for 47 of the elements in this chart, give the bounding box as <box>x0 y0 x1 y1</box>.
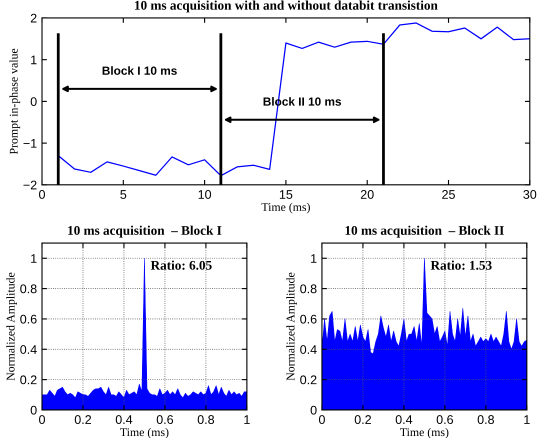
x-tick-label: 0.4 <box>116 415 132 424</box>
y-tick-label: 2 <box>30 14 37 22</box>
y-axis-title: Normalized Amplitude <box>6 272 17 380</box>
x-tick-label: 0.6 <box>156 415 174 424</box>
annotation: Block I 10 ms <box>102 66 177 75</box>
x-tick-label: 0.8 <box>198 415 214 424</box>
annotation: Ratio: 6.05 <box>150 260 212 270</box>
y-tick-label: 0.2 <box>300 375 316 384</box>
y-tick-label: 1 <box>31 56 37 64</box>
y-tick-label: 0.8 <box>300 284 317 294</box>
x-tick-label: 0.8 <box>478 415 494 424</box>
x-tick-label: 0.2 <box>74 415 92 424</box>
x-tick-label: 0 <box>39 415 45 424</box>
y-tick-label: 1 <box>311 254 316 263</box>
y-tick-label: 0.8 <box>20 284 37 294</box>
x-tick-label: 5 <box>120 190 126 199</box>
x-tick-label: 25 <box>442 190 455 199</box>
y-tick-label: 0.6 <box>20 314 37 324</box>
y-tick-label: 0 <box>30 406 37 415</box>
x-tick-label: 10 <box>198 190 212 199</box>
y-tick-label: 0.6 <box>300 314 317 324</box>
y-tick-label: −2 <box>24 180 37 190</box>
x-tick-label: 0 <box>318 415 325 424</box>
y-tick-label: 1 <box>31 254 37 263</box>
x-tick-label: 0 <box>39 190 45 199</box>
y-tick-label: 0.2 <box>20 375 37 384</box>
x-tick-label: 20 <box>360 190 374 199</box>
y-tick-label: 0 <box>310 406 317 415</box>
chart-title: 10 ms acquisition – Block II <box>346 226 504 238</box>
x-tick-label: 30 <box>523 190 536 199</box>
annotation: Ratio: 1.53 <box>430 260 492 270</box>
y-axis-title: Prompt in-phase value <box>9 48 20 154</box>
y-tick-label: 0.4 <box>20 345 37 354</box>
x-tick-label: 15 <box>280 190 292 199</box>
y-tick-label: 0 <box>30 97 37 106</box>
x-tick-label: 0.6 <box>436 415 454 424</box>
line-series <box>58 22 530 176</box>
x-tick-label: 0.2 <box>354 415 371 424</box>
y-axis-title: Normalized Amplitude <box>286 272 297 380</box>
x-tick-label: 0.4 <box>396 415 412 424</box>
chart-title: 10 ms acquisition – Block I <box>68 226 222 238</box>
y-tick-label: −1 <box>24 139 37 148</box>
x-tick-label: 1 <box>524 415 530 424</box>
chart-title: 10 ms acquisition with and without databit transistion <box>135 0 438 12</box>
x-tick-label: 1 <box>244 415 250 424</box>
y-tick-label: 0.4 <box>300 345 317 354</box>
x-axis-title: Time (ms) <box>262 202 310 214</box>
